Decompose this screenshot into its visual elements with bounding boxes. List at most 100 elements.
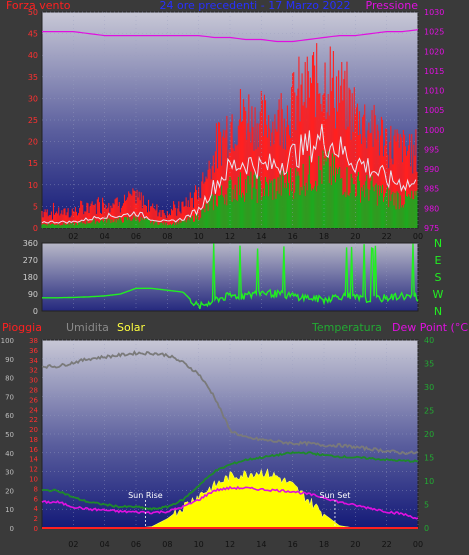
- hour-tick-label: 20: [350, 540, 360, 549]
- hour-tick-label: 10: [194, 540, 204, 549]
- dewpoint-line: [41, 485, 419, 520]
- hour-tick-label: 20: [350, 232, 360, 241]
- compass-label: N: [434, 305, 442, 318]
- rain-tick-label: 38: [29, 337, 38, 345]
- solar-axis-label: Solar: [117, 321, 146, 334]
- temperature-axis-label: Temperatura: [311, 321, 382, 334]
- wind-speed-tick-label: 50: [28, 8, 38, 17]
- hour-tick-label: 12: [225, 232, 235, 241]
- hour-tick-label: 18: [319, 232, 329, 241]
- temperature-humidity-panel: Pioggia Umidita Solar Temperatura Dew Po…: [1, 321, 469, 549]
- temperature-tick-label: 35: [424, 360, 434, 369]
- rain-tick-label: 18: [29, 436, 38, 444]
- temperature-line: [41, 451, 419, 511]
- temperature-tick-label: 40: [424, 336, 434, 345]
- rain-tick-label: 0: [34, 525, 38, 533]
- wind-speed-tick-label: 30: [28, 94, 38, 103]
- hour-tick-label: 04: [100, 232, 110, 241]
- wind-speed-line: [41, 123, 417, 224]
- rain-tick-label: 32: [29, 367, 38, 375]
- hour-tick-label: 08: [162, 540, 172, 549]
- pressure-tick-label: 1030: [424, 8, 444, 17]
- rain-tick-label: 26: [29, 396, 38, 404]
- humidity-tick-label: 50: [5, 431, 14, 439]
- temperature-tick-label: 5: [424, 501, 429, 510]
- hour-tick-label: 10: [194, 232, 204, 241]
- hour-tick-label: 00: [413, 540, 423, 549]
- pressure-tick-label: 985: [424, 185, 439, 194]
- humidity-line: [41, 350, 419, 456]
- hour-tick-label: 12: [225, 540, 235, 549]
- wind-speed-tick-label: 35: [28, 73, 38, 82]
- hour-tick-label: 06: [131, 232, 141, 241]
- hour-tick-label: 14: [256, 232, 266, 241]
- pressure-tick-label: 1025: [424, 28, 444, 37]
- rain-tick-label: 12: [29, 466, 38, 474]
- temperature-tick-label: 0: [424, 524, 429, 533]
- hour-tick-label: 04: [100, 540, 110, 549]
- pressure-tick-label: 995: [424, 145, 439, 154]
- pressure-line: [42, 29, 419, 43]
- wind-speed-tick-label: 45: [28, 30, 38, 39]
- hour-tick-label: 06: [131, 540, 141, 549]
- wind-speed-tick-label: 40: [28, 51, 38, 60]
- hour-tick-label: 02: [68, 540, 78, 549]
- hour-tick-label: 16: [288, 232, 298, 241]
- rain-tick-label: 16: [29, 446, 38, 454]
- pressure-tick-label: 975: [424, 224, 439, 233]
- wind-speed-tick-label: 25: [28, 116, 38, 125]
- wind-pressure-panel: Forza vento 24 ore precedenti - 17 Marzo…: [6, 0, 444, 241]
- rain-axis-label: Pioggia: [2, 321, 42, 334]
- temperature-tick-label: 30: [424, 383, 434, 392]
- direction-tick-label: 0: [33, 307, 38, 316]
- pressure-tick-label: 1010: [424, 87, 444, 96]
- rain-tick-label: 6: [34, 495, 39, 503]
- rain-tick-label: 36: [29, 347, 38, 355]
- rain-tick-label: 4: [34, 505, 39, 513]
- humidity-tick-label: 100: [1, 337, 14, 345]
- wind-direction-plot-area: [41, 242, 419, 312]
- rain-tick-label: 28: [29, 386, 38, 394]
- humidity-tick-label: 60: [5, 412, 14, 420]
- compass-label: W: [433, 288, 444, 301]
- rain-tick-label: 22: [29, 416, 38, 424]
- rain-tick-label: 24: [29, 406, 38, 414]
- humidity-tick-label: 30: [5, 469, 14, 477]
- humidity-tick-label: 90: [5, 356, 14, 364]
- direction-tick-label: 180: [23, 273, 38, 282]
- hour-tick-label: 22: [382, 232, 392, 241]
- hour-tick-label: 14: [256, 540, 266, 549]
- chart-title: 24 ore precedenti - 17 Marzo 2022: [160, 0, 351, 12]
- hour-tick-label: 18: [319, 540, 329, 549]
- pressure-tick-label: 1005: [424, 106, 444, 115]
- pressure-tick-label: 1015: [424, 67, 444, 76]
- hour-tick-label: 08: [162, 232, 172, 241]
- rain-tick-label: 34: [29, 357, 38, 365]
- humidity-tick-label: 80: [5, 375, 14, 383]
- wind-speed-tick-label: 15: [28, 159, 38, 168]
- hour-tick-label: 22: [382, 540, 392, 549]
- compass-label: S: [435, 271, 442, 284]
- humidity-tick-label: 0: [10, 525, 14, 533]
- compass-label: E: [435, 254, 442, 267]
- rain-tick-label: 20: [29, 426, 38, 434]
- sunset-annotation: Sun Set: [320, 491, 351, 500]
- temperature-tick-label: 10: [424, 477, 434, 486]
- rain-tick-label: 2: [34, 515, 38, 523]
- humidity-tick-label: 20: [5, 487, 14, 495]
- hour-tick-label: 02: [68, 232, 78, 241]
- rain-tick-label: 14: [29, 456, 38, 464]
- wind-speed-tick-label: 10: [28, 181, 38, 190]
- pressure-tick-label: 980: [424, 204, 439, 213]
- wind-speed-tick-label: 5: [33, 202, 38, 211]
- pressure-tick-label: 1020: [424, 47, 444, 56]
- humidity-axis-label: Umidita: [66, 321, 109, 334]
- sunrise-annotation: Sun Rise: [128, 491, 163, 500]
- direction-tick-label: 90: [28, 290, 38, 299]
- wind-speed-tick-label: 20: [28, 138, 38, 147]
- dewpoint-axis-label: Dew Point (°C): [392, 321, 469, 334]
- rain-tick-label: 8: [34, 485, 38, 493]
- wind-speed-tick-label: 0: [33, 224, 38, 233]
- humidity-tick-label: 40: [5, 450, 14, 458]
